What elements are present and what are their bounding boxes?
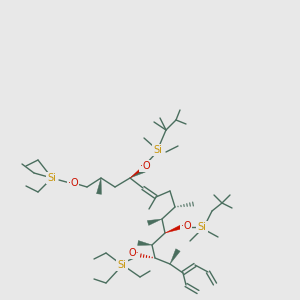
Polygon shape	[165, 225, 182, 233]
Polygon shape	[97, 178, 101, 194]
Text: ·O: ·O	[181, 221, 191, 231]
Text: Si: Si	[198, 222, 206, 232]
Text: ·O: ·O	[140, 161, 150, 171]
Text: ·O: ·O	[68, 178, 78, 188]
Polygon shape	[147, 219, 162, 225]
Text: Si: Si	[118, 260, 126, 270]
Text: Si: Si	[48, 173, 56, 183]
Polygon shape	[130, 168, 145, 178]
Polygon shape	[170, 249, 180, 264]
Text: O·: O·	[129, 248, 139, 258]
Text: Si: Si	[154, 145, 162, 155]
Polygon shape	[130, 167, 144, 178]
Polygon shape	[138, 241, 152, 245]
